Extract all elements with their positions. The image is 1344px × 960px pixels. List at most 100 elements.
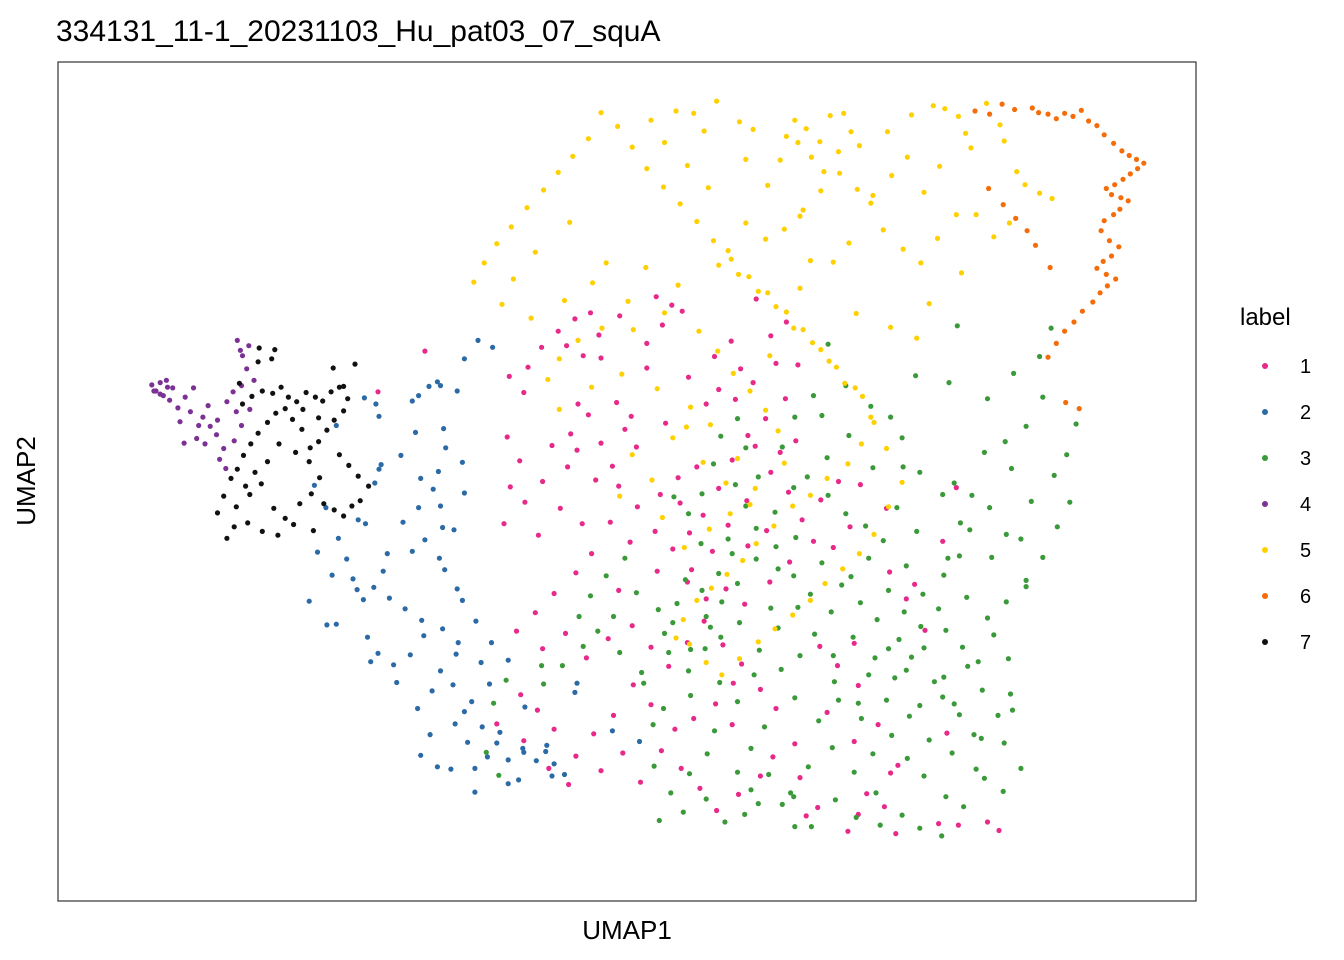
point-label-3-116 [791, 794, 797, 800]
point-label-1-64 [648, 644, 654, 650]
point-label-5-89 [694, 218, 700, 225]
point-label-7-1 [249, 393, 255, 399]
point-label-7-24 [248, 441, 254, 447]
legend: label 1 2 3 4 5 6 7 [1240, 304, 1311, 654]
point-label-1-69 [739, 661, 745, 667]
point-label-1-96 [757, 773, 764, 779]
point-label-3-95 [792, 695, 798, 701]
point-label-5-33 [854, 186, 860, 192]
point-label-1-51 [652, 528, 658, 535]
legend-item-2: 2 [1262, 402, 1311, 424]
point-label-5-20 [1014, 169, 1020, 175]
point-label-3-13 [1048, 325, 1054, 331]
point-label-1-127 [745, 432, 751, 439]
point-label-2-69 [472, 765, 478, 772]
point-label-3-172 [641, 680, 647, 686]
point-label-6-41 [1079, 308, 1085, 314]
point-label-1-138 [703, 596, 709, 602]
point-label-1-79 [591, 731, 597, 737]
point-label-4-39 [177, 419, 183, 425]
point-label-3-74 [951, 701, 957, 707]
point-label-1-116 [768, 333, 774, 339]
point-label-2-45 [486, 681, 493, 687]
point-label-6-12 [1094, 123, 1100, 129]
point-label-5-97 [570, 153, 576, 159]
point-label-3-15 [1023, 423, 1029, 429]
point-label-6-32 [1116, 244, 1122, 250]
legend-label-3: 3 [1300, 448, 1311, 470]
point-label-7-10 [328, 389, 334, 395]
point-label-5-156 [567, 219, 573, 225]
point-label-6-21 [1120, 176, 1126, 182]
point-label-6-1 [987, 111, 993, 117]
point-label-3-58 [743, 503, 749, 509]
point-label-5-129 [888, 324, 894, 330]
point-label-7-5 [285, 394, 291, 400]
point-label-7-8 [312, 394, 318, 400]
point-label-6-9 [1070, 113, 1076, 119]
point-label-3-41 [846, 432, 852, 439]
point-label-7-12 [345, 396, 351, 402]
point-label-3-44 [914, 528, 920, 535]
point-label-3-16 [1008, 465, 1015, 472]
series-5 [471, 98, 1055, 678]
point-label-5-49 [859, 393, 866, 399]
point-label-5-138 [846, 240, 852, 246]
point-label-5-93 [629, 144, 635, 150]
point-label-5-27 [953, 212, 959, 218]
point-label-3-179 [779, 444, 785, 450]
point-label-5-53 [824, 475, 830, 481]
point-label-1-101 [803, 813, 809, 819]
point-label-3-152 [956, 712, 963, 718]
point-label-2-55 [561, 771, 568, 778]
point-label-1-94 [714, 807, 720, 814]
point-label-3-213 [1023, 584, 1029, 590]
point-label-4-22 [231, 438, 237, 444]
point-label-2-33 [400, 519, 406, 525]
point-label-7-66 [330, 365, 336, 371]
point-label-3-192 [622, 555, 628, 561]
point-label-5-51 [858, 441, 865, 447]
point-label-4-26 [230, 389, 236, 395]
point-label-5-58 [740, 557, 746, 564]
point-label-1-115 [753, 296, 759, 302]
point-label-1-27 [568, 431, 574, 437]
point-label-2-28 [418, 475, 424, 481]
point-label-5-94 [615, 123, 621, 129]
point-label-5-16 [968, 145, 974, 151]
point-label-1-170 [936, 821, 942, 827]
point-label-1-114 [855, 682, 861, 689]
point-label-1-92 [678, 765, 684, 772]
point-label-3-189 [699, 491, 705, 497]
point-label-7-22 [264, 419, 271, 425]
point-label-5-11 [908, 112, 915, 118]
point-label-6-42 [1071, 319, 1077, 325]
point-label-3-187 [743, 445, 749, 451]
point-label-2-16 [409, 398, 415, 404]
point-label-3-60 [716, 570, 722, 577]
point-label-5-40 [725, 248, 731, 254]
point-label-5-171 [589, 384, 595, 390]
point-label-1-128 [777, 449, 783, 455]
point-label-3-52 [839, 582, 845, 588]
point-label-1-26 [549, 442, 555, 449]
point-label-7-33 [271, 505, 277, 511]
point-label-1-81 [551, 726, 557, 732]
point-label-5-153 [750, 126, 756, 132]
point-label-6-31 [1106, 238, 1112, 244]
point-label-3-219 [973, 766, 979, 772]
point-label-5-107 [675, 282, 681, 288]
point-label-1-148 [644, 365, 650, 371]
point-label-6-14 [1111, 140, 1117, 146]
point-label-1-55 [573, 570, 579, 576]
point-label-3-169 [722, 819, 728, 825]
point-label-3-171 [660, 705, 667, 712]
point-label-3-31 [964, 594, 970, 600]
point-label-5-163 [625, 298, 631, 304]
point-label-7-18 [299, 426, 305, 432]
point-label-1-30 [598, 440, 604, 446]
point-label-4-36 [205, 403, 211, 409]
point-label-3-6 [917, 469, 923, 475]
point-label-1-149 [679, 308, 685, 314]
point-label-6-40 [1090, 299, 1096, 305]
